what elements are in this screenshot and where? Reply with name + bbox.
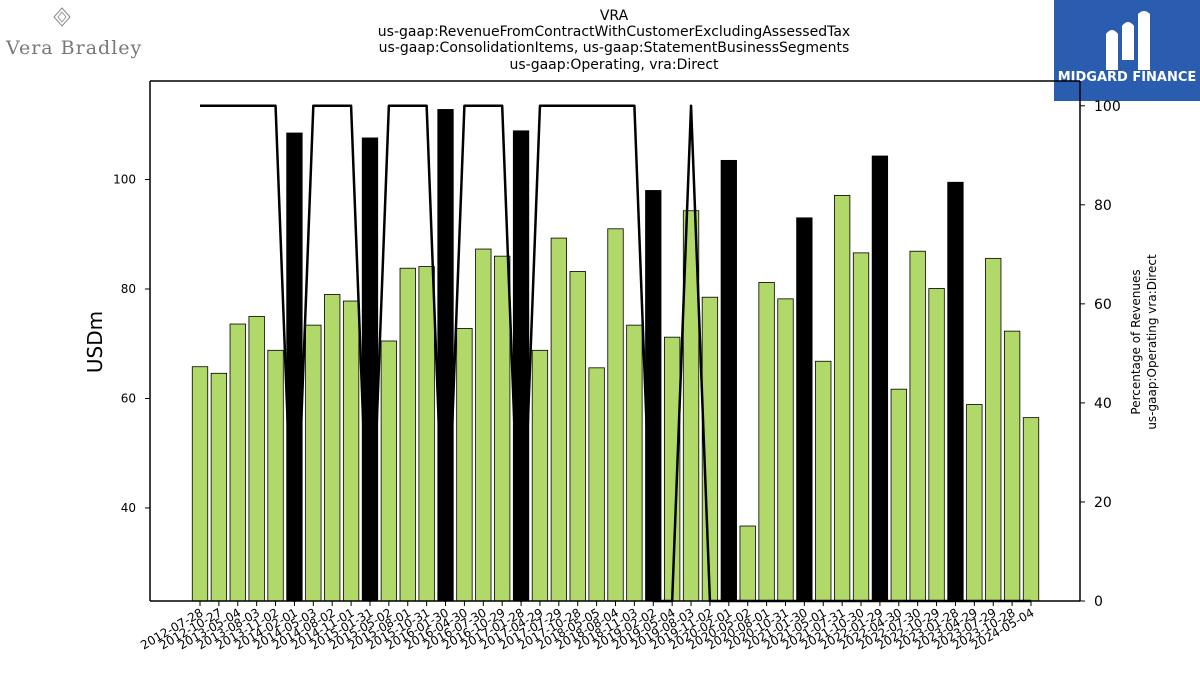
bar xyxy=(248,315,265,602)
bar xyxy=(1003,330,1021,602)
bar xyxy=(456,328,473,602)
y2-tick-label: 0 xyxy=(1094,594,1103,610)
y-tick-label: 40 xyxy=(121,501,136,515)
y2-tick-label: 60 xyxy=(1094,297,1112,313)
midgard-emblem-icon xyxy=(1106,11,1150,70)
vera-bradley-wordmark: Vera Bradley xyxy=(5,37,142,59)
bar xyxy=(607,228,624,602)
bar xyxy=(1022,417,1040,602)
bar xyxy=(305,324,322,602)
bar xyxy=(267,349,284,602)
y-axis-label: USDm xyxy=(83,311,107,373)
bar-highlighted xyxy=(720,159,737,602)
bar xyxy=(229,323,246,602)
y2-tick-label: 100 xyxy=(1094,99,1121,115)
bar-highlighted xyxy=(512,130,530,602)
bar xyxy=(569,271,586,602)
bar-highlighted xyxy=(361,137,379,602)
bar-highlighted xyxy=(645,190,662,602)
vera-bradley-logo: Vera Bradley xyxy=(5,7,142,59)
bar xyxy=(342,300,360,602)
bar xyxy=(475,248,492,602)
bar-highlighted xyxy=(871,155,889,602)
bar-highlighted xyxy=(437,109,454,602)
y-tick-label: 100 xyxy=(113,173,136,187)
bar xyxy=(626,324,643,602)
bar xyxy=(324,294,341,602)
y2-axis-label: Percentage of Revenues us-gaap:Operating… xyxy=(1129,254,1159,430)
bar xyxy=(494,255,511,602)
bar xyxy=(777,298,794,602)
bar xyxy=(588,367,605,602)
chart-title: VRA us-gaap:RevenueFromContractWithCusto… xyxy=(378,8,850,73)
bar xyxy=(966,404,983,602)
bar xyxy=(191,366,209,602)
bar xyxy=(210,372,228,602)
bar xyxy=(833,194,851,602)
bar xyxy=(909,250,926,602)
y2-tick-label: 20 xyxy=(1094,495,1112,511)
bar xyxy=(890,388,907,602)
bar xyxy=(380,340,398,602)
y2-axis-label-line: us-gaap:Operating vra:Direct xyxy=(1145,254,1159,430)
chart-title-line: us-gaap:Operating, vra:Direct xyxy=(509,57,719,73)
bar-highlighted xyxy=(947,181,964,602)
chart-title-line: us-gaap:ConsolidationItems, us-gaap:Stat… xyxy=(379,40,850,56)
bar xyxy=(852,252,870,602)
y2-axis-ticks: 0 20 40 60 80 100 xyxy=(1080,99,1121,610)
logo-diamond-icon xyxy=(53,7,71,27)
y2-tick-label: 40 xyxy=(1094,396,1112,412)
bar-highlighted xyxy=(796,217,813,602)
bar xyxy=(739,525,756,602)
bar xyxy=(531,349,549,602)
bar-highlighted xyxy=(286,132,303,602)
bar xyxy=(928,288,945,602)
bar xyxy=(985,257,1002,602)
chart-title-line: us-gaap:RevenueFromContractWithCustomerE… xyxy=(378,24,850,40)
bar xyxy=(418,266,435,602)
bar-series xyxy=(191,109,1040,602)
y-tick-label: 60 xyxy=(121,391,136,405)
midgard-finance-logo: MIDGARD FINANCE xyxy=(1054,0,1200,101)
chart-title-line: VRA xyxy=(600,8,629,24)
bar xyxy=(550,237,567,602)
midgard-wordmark: MIDGARD FINANCE xyxy=(1058,70,1197,85)
bar xyxy=(815,360,832,602)
bar xyxy=(399,267,416,602)
y2-tick-label: 80 xyxy=(1094,198,1112,214)
y-tick-label: 80 xyxy=(121,282,136,296)
y2-axis-label-line: Percentage of Revenues xyxy=(1129,269,1143,414)
bar xyxy=(758,282,775,602)
y-axis-ticks: 40 60 80 100 xyxy=(113,173,150,515)
x-axis-ticks: 2012-07-282012-10-272013-05-042013-08-03… xyxy=(138,601,1037,652)
